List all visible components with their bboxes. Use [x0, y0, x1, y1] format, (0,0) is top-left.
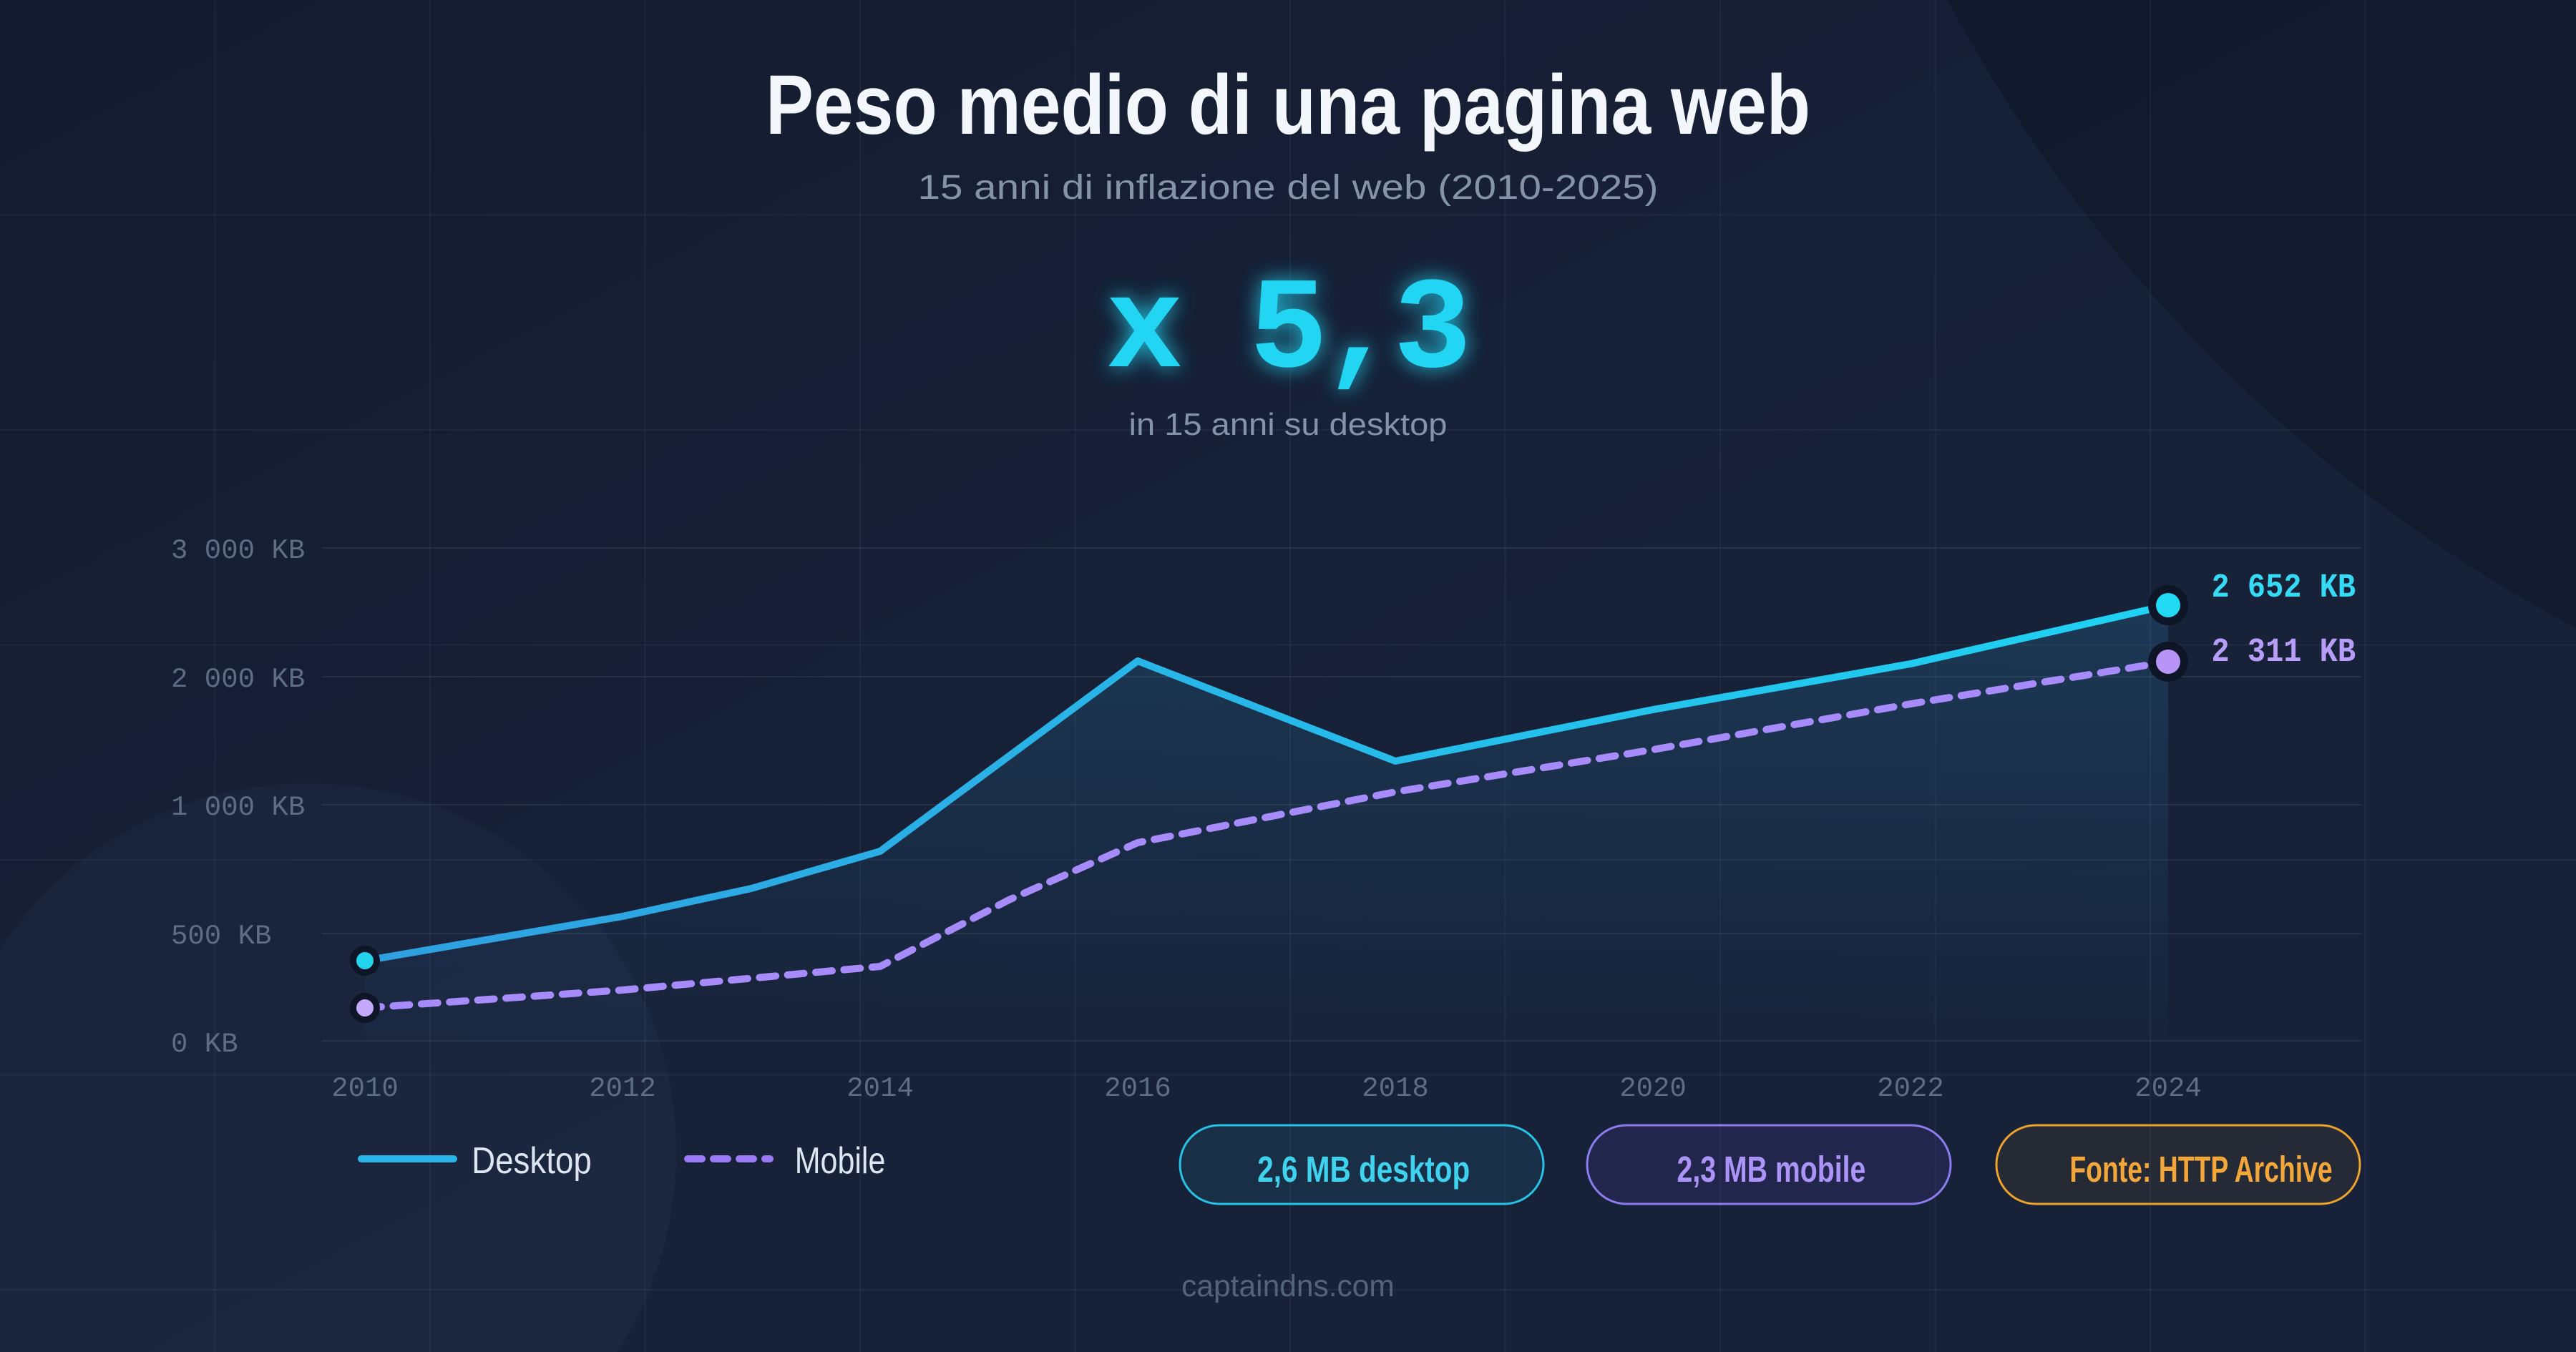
- svg-text:Peso medio di una pagina web: Peso medio di una pagina web: [766, 58, 1810, 152]
- svg-text:1 000 KB: 1 000 KB: [171, 792, 305, 823]
- svg-text:2022: 2022: [1877, 1073, 1944, 1104]
- svg-text:0 KB: 0 KB: [171, 1029, 238, 1060]
- svg-text:2020: 2020: [1619, 1073, 1687, 1104]
- svg-text:Mobile: Mobile: [795, 1140, 886, 1182]
- svg-text:in 15 anni su desktop: in 15 anni su desktop: [1129, 407, 1448, 442]
- svg-text:2,6 MB desktop: 2,6 MB desktop: [1257, 1148, 1470, 1190]
- svg-text:2010: 2010: [331, 1073, 399, 1104]
- svg-text:15 anni di inflazione del web: 15 anni di inflazione del web (2010-2025…: [918, 169, 1659, 207]
- svg-text:2014: 2014: [847, 1073, 914, 1104]
- svg-text:x 5,3: x 5,3: [1106, 258, 1465, 406]
- svg-text:2012: 2012: [589, 1073, 656, 1104]
- svg-text:x 5,3: x 5,3: [1106, 258, 1465, 406]
- svg-text:2,3 MB mobile: 2,3 MB mobile: [1677, 1149, 1866, 1190]
- svg-text:2 311 KB: 2 311 KB: [2212, 634, 2356, 672]
- svg-text:500 KB: 500 KB: [171, 921, 271, 952]
- svg-text:Fonte: HTTP Archive: Fonte: HTTP Archive: [2069, 1150, 2332, 1190]
- svg-text:2 000 KB: 2 000 KB: [171, 664, 305, 695]
- svg-text:2024: 2024: [2135, 1073, 2202, 1104]
- svg-text:Desktop: Desktop: [472, 1140, 592, 1181]
- svg-text:2 652 KB: 2 652 KB: [2212, 569, 2356, 607]
- svg-text:2016: 2016: [1104, 1073, 1171, 1104]
- svg-text:2018: 2018: [1362, 1073, 1429, 1104]
- svg-text:3 000 KB: 3 000 KB: [171, 535, 305, 567]
- svg-text:captaindns.com: captaindns.com: [1181, 1270, 1395, 1303]
